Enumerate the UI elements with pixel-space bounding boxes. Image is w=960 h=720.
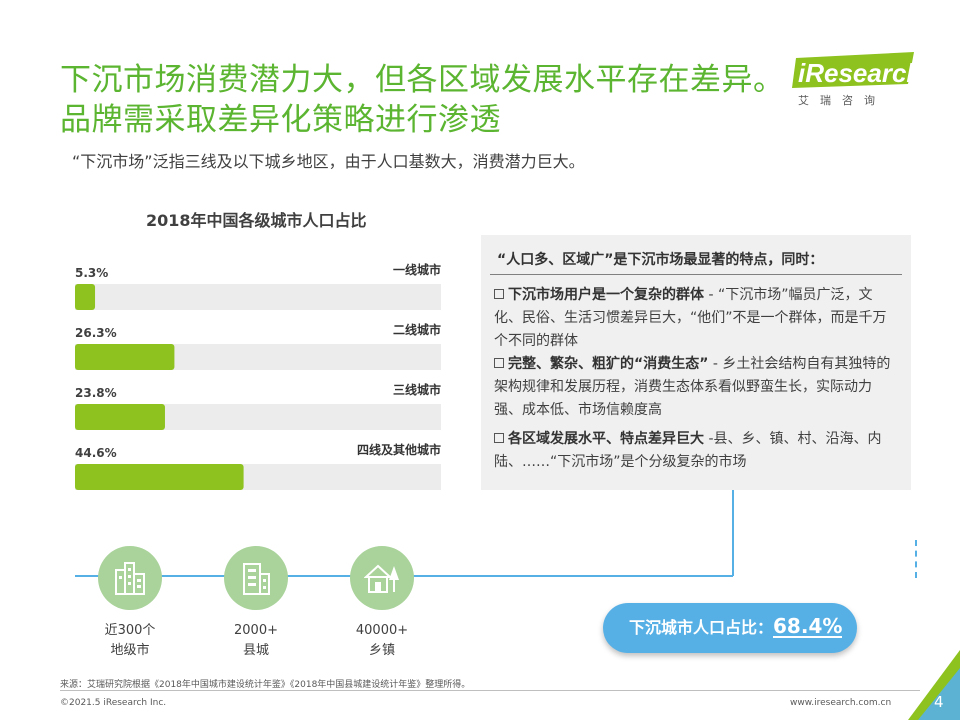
checkbox-square-icon xyxy=(494,433,504,443)
title-line-2: 品牌需采取差异化策略进行渗透 xyxy=(60,102,501,138)
notes-item-3: 各区域发展水平、特点差异巨大 -县、乡、镇、村、沿海、内陆、……“下沉市场”是个… xyxy=(494,428,899,474)
notes-item-1: 下沉市场用户是一个复杂的群体 - “下沉市场”幅员广泛，文化、民俗、生活习惯差异… xyxy=(494,284,899,353)
bar xyxy=(75,344,175,370)
stat-value: 2000+ xyxy=(234,623,278,638)
notes-panel xyxy=(481,235,911,490)
corner-triangle-decoration xyxy=(908,650,960,720)
connector-vertical xyxy=(732,490,734,576)
bar-value-label: 44.6% xyxy=(75,446,117,460)
stat-circle-township xyxy=(350,546,414,610)
notes-item-1-bold: 下沉市场用户是一个复杂的群体 xyxy=(508,287,704,303)
stat-circle-prefecture xyxy=(98,546,162,610)
bar-category-label: 四线及其他城市 xyxy=(357,442,441,457)
copyright: ©2021.5 iResearch Inc. xyxy=(60,698,167,708)
page-subtitle: “下沉市场”泛指三线及以下城乡地区，由于人口基数大，消费潜力巨大。 xyxy=(72,152,585,171)
pill-value: 68.4% xyxy=(773,614,843,638)
sinking-population-pill: 下沉城市人口占比：68.4% xyxy=(603,603,857,653)
title-line-1: 下沉市场消费潜力大，但各区域发展水平存在差异。 xyxy=(60,62,785,98)
stat-caption-prefecture: 近300个 地级市 xyxy=(80,621,180,661)
notes-item-3-text: -县、乡、镇、村、沿海、内陆、……“下沉市场”是个分级复杂的市场 xyxy=(494,431,882,470)
stat-value: 近300个 xyxy=(104,623,156,638)
notes-item-2: 完整、繁杂、粗犷的“消费生态” - 乡土社会结构自有其独特的架构规律和发展历程，… xyxy=(494,353,899,422)
stat-value: 40000+ xyxy=(355,623,409,638)
notes-item-2-text: - 乡土社会结构自有其独特的架构规律和发展历程，消费生态体系看似野蛮生长，实际动… xyxy=(494,356,891,418)
stat-caption-county: 2000+ 县城 xyxy=(206,621,306,661)
pill-label: 下沉城市人口占比： xyxy=(629,618,774,637)
bar xyxy=(75,464,244,490)
notes-divider xyxy=(490,274,902,275)
notes-item-3-bold: 各区域发展水平、特点差异巨大 xyxy=(508,431,704,447)
notes-item-1-text: - “下沉市场”幅员广泛，文化、民俗、生活习惯差异巨大，“他们”不是一个群体，而… xyxy=(494,287,887,349)
bar-track xyxy=(75,284,441,310)
bar-value-label: 26.3% xyxy=(75,326,117,340)
chart-title: 2018年中国各级城市人口占比 xyxy=(146,211,367,230)
stat-label: 地级市 xyxy=(110,643,150,658)
footer-divider xyxy=(60,690,920,691)
bar-value-label: 5.3% xyxy=(75,266,108,280)
population-bar-chart: 5.3% 一线城市 26.3% 二线城市 23.8% 三线城市 44.6% 四线及其他城市 xyxy=(75,262,441,490)
house-tree-icon xyxy=(364,564,399,593)
logo-subtitle: 艾瑞咨询 xyxy=(798,94,886,107)
stat-circle-county xyxy=(224,546,288,610)
source-note: 来源：艾瑞研究院根据《2018年中国城市建设统计年鉴》《2018年中国县城建设统… xyxy=(60,680,471,690)
bar-category-label: 一线城市 xyxy=(393,262,441,277)
bar-value-label: 23.8% xyxy=(75,386,117,400)
stat-label: 县城 xyxy=(242,643,269,658)
iresearch-logo xyxy=(792,52,914,88)
bar xyxy=(75,404,165,430)
notes-heading: “人口多、区域广”是下沉市场最显著的特点，同时： xyxy=(497,252,824,268)
bar-category-label: 三线城市 xyxy=(393,382,441,397)
bar-category-label: 二线城市 xyxy=(393,322,441,337)
stat-label: 乡镇 xyxy=(368,643,395,658)
page-number: 4 xyxy=(934,693,944,711)
stat-caption-township: 40000+ 乡镇 xyxy=(332,621,432,661)
city-buildings-icon xyxy=(115,562,145,595)
office-building-icon xyxy=(243,563,270,595)
connector-dashed xyxy=(915,540,917,578)
bar xyxy=(75,284,96,310)
logo-wordmark: iResearch xyxy=(798,58,923,88)
site-url: www.iresearch.com.cn xyxy=(790,698,892,708)
checkbox-square-icon xyxy=(494,289,504,299)
notes-item-2-bold: 完整、繁杂、粗犷的“消费生态” xyxy=(508,356,709,372)
checkbox-square-icon xyxy=(494,358,504,368)
page-title: 下沉市场消费潜力大，但各区域发展水平存在差异。 品牌需采取差异化策略进行渗透 xyxy=(60,60,785,140)
